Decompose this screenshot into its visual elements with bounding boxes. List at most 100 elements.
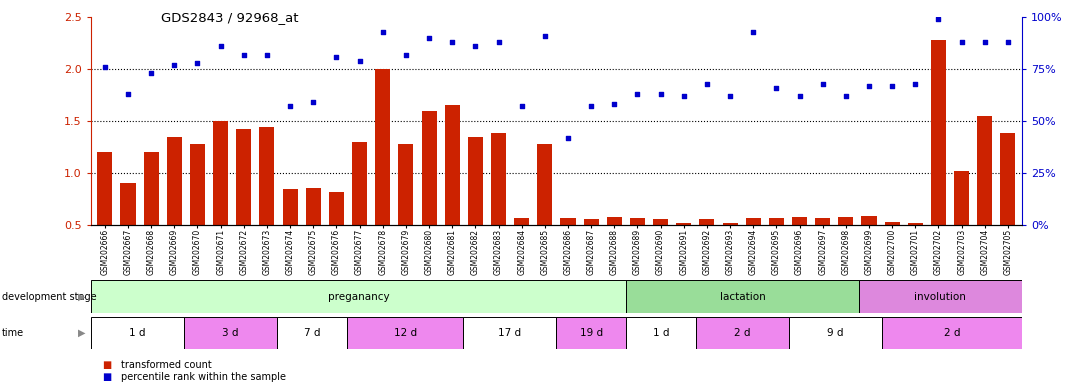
Bar xyxy=(859,280,1022,313)
Bar xyxy=(537,144,552,276)
Text: ▶: ▶ xyxy=(78,291,86,302)
Text: 12 d: 12 d xyxy=(394,328,416,338)
Bar xyxy=(468,136,483,276)
Text: 3 d: 3 d xyxy=(223,328,239,338)
Bar xyxy=(422,111,437,276)
Bar xyxy=(977,116,992,276)
Bar xyxy=(885,222,900,276)
Point xyxy=(560,134,577,141)
Bar xyxy=(143,152,158,276)
Bar xyxy=(213,121,228,276)
Point xyxy=(860,83,877,89)
Bar xyxy=(97,152,112,276)
Point xyxy=(166,62,183,68)
Point xyxy=(258,51,275,58)
Bar xyxy=(91,280,626,313)
Text: 2 d: 2 d xyxy=(944,328,960,338)
Bar xyxy=(676,223,691,276)
Text: 9 d: 9 d xyxy=(827,328,844,338)
Point xyxy=(235,51,253,58)
Point xyxy=(374,29,392,35)
Point xyxy=(490,39,507,45)
Point xyxy=(189,60,207,66)
Bar xyxy=(630,218,645,276)
Point xyxy=(212,43,229,50)
Point xyxy=(791,93,808,99)
Text: lactation: lactation xyxy=(720,291,765,302)
Bar xyxy=(515,218,530,276)
Point xyxy=(444,39,461,45)
Bar xyxy=(556,317,626,349)
Bar xyxy=(236,129,251,276)
Point xyxy=(814,81,831,87)
Text: ■: ■ xyxy=(102,360,111,370)
Bar xyxy=(277,317,347,349)
Bar xyxy=(259,127,275,276)
Text: 19 d: 19 d xyxy=(580,328,602,338)
Text: 17 d: 17 d xyxy=(499,328,521,338)
Bar xyxy=(700,220,715,276)
Text: GDS2843 / 92968_at: GDS2843 / 92968_at xyxy=(162,12,299,25)
Point xyxy=(351,58,368,64)
Bar xyxy=(167,136,182,276)
Point xyxy=(96,64,113,70)
Text: ▶: ▶ xyxy=(78,328,86,338)
Point xyxy=(675,93,692,99)
Bar xyxy=(328,192,343,276)
Bar xyxy=(184,317,277,349)
Point xyxy=(884,83,901,89)
Bar xyxy=(882,317,1022,349)
Bar xyxy=(1000,133,1015,276)
Point xyxy=(142,70,159,76)
Point xyxy=(582,103,599,109)
Point xyxy=(467,43,484,50)
Bar xyxy=(907,223,922,276)
Text: 1 d: 1 d xyxy=(129,328,146,338)
Bar xyxy=(282,189,297,276)
Bar xyxy=(746,218,761,276)
Point xyxy=(953,39,970,45)
Bar xyxy=(696,317,790,349)
Bar xyxy=(838,217,854,276)
Bar xyxy=(583,220,598,276)
Bar xyxy=(769,218,784,276)
Bar xyxy=(626,280,859,313)
Bar xyxy=(491,133,506,276)
Point xyxy=(397,51,414,58)
Point xyxy=(305,99,322,105)
Bar xyxy=(445,106,460,276)
Point xyxy=(930,16,947,22)
Bar xyxy=(91,317,184,349)
Point xyxy=(327,54,345,60)
Point xyxy=(838,93,855,99)
Text: percentile rank within the sample: percentile rank within the sample xyxy=(121,372,286,382)
Text: 7 d: 7 d xyxy=(304,328,320,338)
Text: ■: ■ xyxy=(102,372,111,382)
Text: transformed count: transformed count xyxy=(121,360,212,370)
Bar xyxy=(653,220,668,276)
Point xyxy=(999,39,1016,45)
Point xyxy=(699,81,716,87)
Text: preganancy: preganancy xyxy=(327,291,389,302)
Point xyxy=(629,91,646,97)
Point xyxy=(976,39,993,45)
Point xyxy=(745,29,762,35)
Bar xyxy=(954,171,969,276)
Bar xyxy=(861,216,876,276)
Bar xyxy=(352,142,367,276)
Text: 2 d: 2 d xyxy=(734,328,751,338)
Point xyxy=(652,91,669,97)
Bar xyxy=(376,69,391,276)
Bar xyxy=(722,223,737,276)
Point xyxy=(768,85,785,91)
Bar xyxy=(607,217,622,276)
Bar xyxy=(347,317,463,349)
Bar xyxy=(792,217,807,276)
Bar xyxy=(463,317,556,349)
Point xyxy=(536,33,553,39)
Bar xyxy=(306,188,321,276)
Point xyxy=(120,91,137,97)
Bar xyxy=(815,218,830,276)
Point xyxy=(421,35,438,41)
Bar xyxy=(190,144,205,276)
